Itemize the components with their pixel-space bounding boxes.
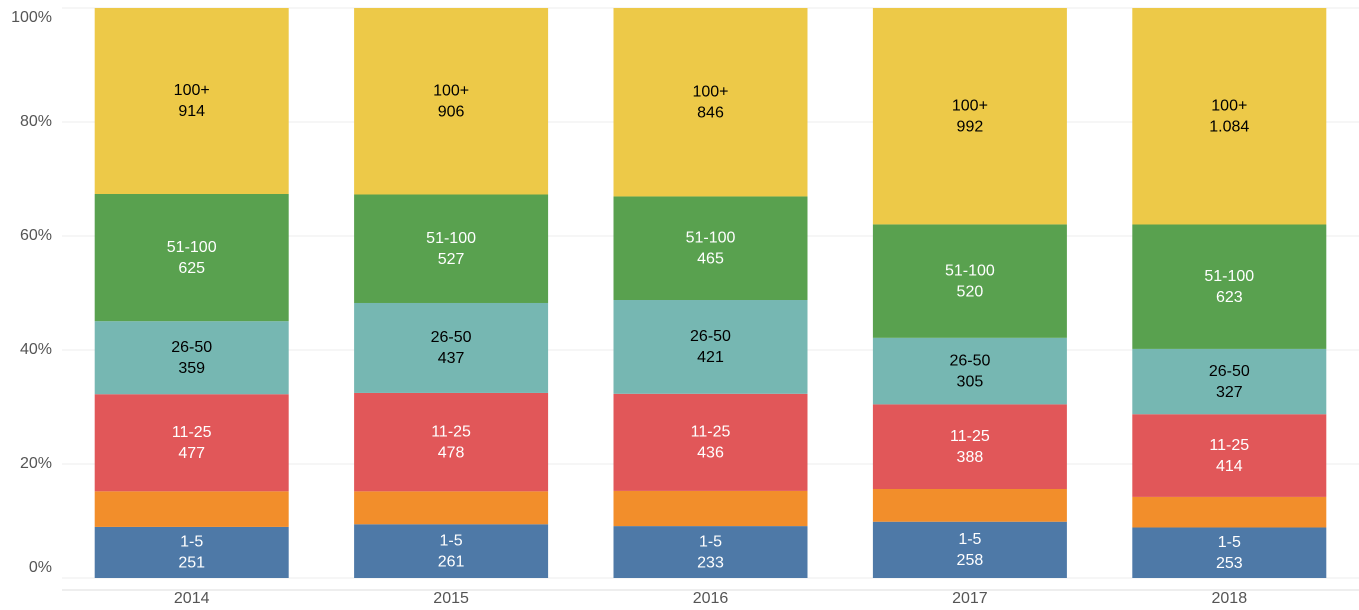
x-tick-label: 2018 — [1212, 590, 1248, 607]
segment-name: 11-25 — [950, 428, 990, 445]
segment-name: 100+ — [433, 82, 469, 99]
data-label: 477 — [178, 445, 205, 462]
data-label: 327 — [1216, 384, 1243, 401]
data-label: 1.084 — [1209, 118, 1249, 135]
bar-segment — [354, 392, 549, 492]
data-label: 421 — [697, 349, 724, 366]
bar-segment — [613, 8, 808, 197]
data-label: 261 — [438, 553, 465, 570]
data-label: 305 — [957, 373, 984, 390]
y-tick-label: 80% — [20, 113, 52, 130]
bar-segment — [613, 196, 808, 301]
bar-segment — [354, 8, 549, 195]
data-label: 846 — [697, 104, 724, 121]
segment-name: 1-5 — [1218, 534, 1241, 551]
x-tick-label: 2015 — [433, 590, 469, 607]
y-tick-label: 0% — [29, 559, 52, 576]
bar-segment — [1132, 348, 1327, 415]
segment-name: 51-100 — [1204, 268, 1254, 285]
data-label: 253 — [1216, 555, 1243, 572]
bar-segment — [354, 302, 549, 393]
bar-segment — [1132, 496, 1327, 528]
bar-segment — [94, 491, 289, 527]
segment-name: 100+ — [952, 97, 988, 114]
segment-name: 51-100 — [426, 230, 476, 247]
bar-segment — [613, 526, 808, 578]
segment-name: 1-5 — [958, 531, 981, 548]
bar-segment — [94, 321, 289, 395]
bar-segment — [872, 521, 1067, 578]
segment-name: 26-50 — [690, 328, 731, 345]
data-label: 359 — [178, 360, 205, 377]
segment-name: 11-25 — [172, 424, 212, 441]
y-tick-label: 100% — [11, 9, 52, 26]
bar-segment — [94, 8, 289, 194]
bar-segment — [1132, 527, 1327, 578]
y-tick-label: 40% — [20, 341, 52, 358]
data-label: 251 — [178, 555, 205, 572]
data-label: 437 — [438, 350, 465, 367]
data-label: 258 — [957, 552, 984, 569]
segment-name: 26-50 — [949, 352, 990, 369]
data-label: 465 — [697, 250, 724, 267]
bar-segment — [94, 394, 289, 492]
bar-segment — [872, 337, 1067, 405]
segment-name: 11-25 — [431, 423, 471, 440]
bar-segment — [354, 194, 549, 303]
segment-name: 100+ — [692, 83, 728, 100]
bar-segment — [94, 526, 289, 578]
data-label: 914 — [178, 103, 205, 120]
y-tick-label: 20% — [20, 455, 52, 472]
bar-segment — [1132, 414, 1327, 497]
y-tick-label: 60% — [20, 227, 52, 244]
bar-segment — [1132, 224, 1327, 349]
bar-segment — [872, 8, 1067, 225]
segment-name: 26-50 — [1209, 363, 1250, 380]
bar-segment — [354, 491, 549, 525]
segment-name: 51-100 — [945, 262, 995, 279]
bar-segment — [94, 193, 289, 322]
bar-segment — [1132, 8, 1327, 225]
data-label: 414 — [1216, 458, 1243, 475]
segment-name: 100+ — [1211, 97, 1247, 114]
data-label: 436 — [697, 445, 724, 462]
segment-name: 11-25 — [1209, 437, 1249, 454]
x-tick-label: 2017 — [952, 590, 988, 607]
segment-name: 1-5 — [440, 532, 463, 549]
x-tick-label: 2016 — [693, 590, 729, 607]
segment-name: 51-100 — [167, 239, 217, 256]
data-label: 233 — [697, 554, 724, 571]
segment-name: 100+ — [174, 82, 210, 99]
data-label: 527 — [438, 251, 465, 268]
data-label: 906 — [438, 103, 465, 120]
data-label: 992 — [957, 118, 984, 135]
bar-segment — [872, 488, 1067, 522]
segment-name: 11-25 — [691, 424, 731, 441]
segment-name: 26-50 — [171, 339, 212, 356]
segment-name: 26-50 — [431, 329, 472, 346]
bar-segment — [872, 224, 1067, 338]
data-label: 478 — [438, 444, 465, 461]
bar-segment — [613, 300, 808, 394]
data-label: 625 — [178, 260, 205, 277]
segment-name: 1-5 — [699, 533, 722, 550]
data-label: 520 — [957, 283, 984, 300]
bar-segment — [354, 524, 549, 578]
bar-segment — [613, 393, 808, 491]
data-label: 623 — [1216, 289, 1243, 306]
bar-segment — [613, 490, 808, 527]
bar-segment — [872, 404, 1067, 489]
segment-name: 1-5 — [180, 534, 203, 551]
data-label: 388 — [957, 449, 984, 466]
x-tick-label: 2014 — [174, 590, 210, 607]
segment-name: 51-100 — [686, 229, 736, 246]
